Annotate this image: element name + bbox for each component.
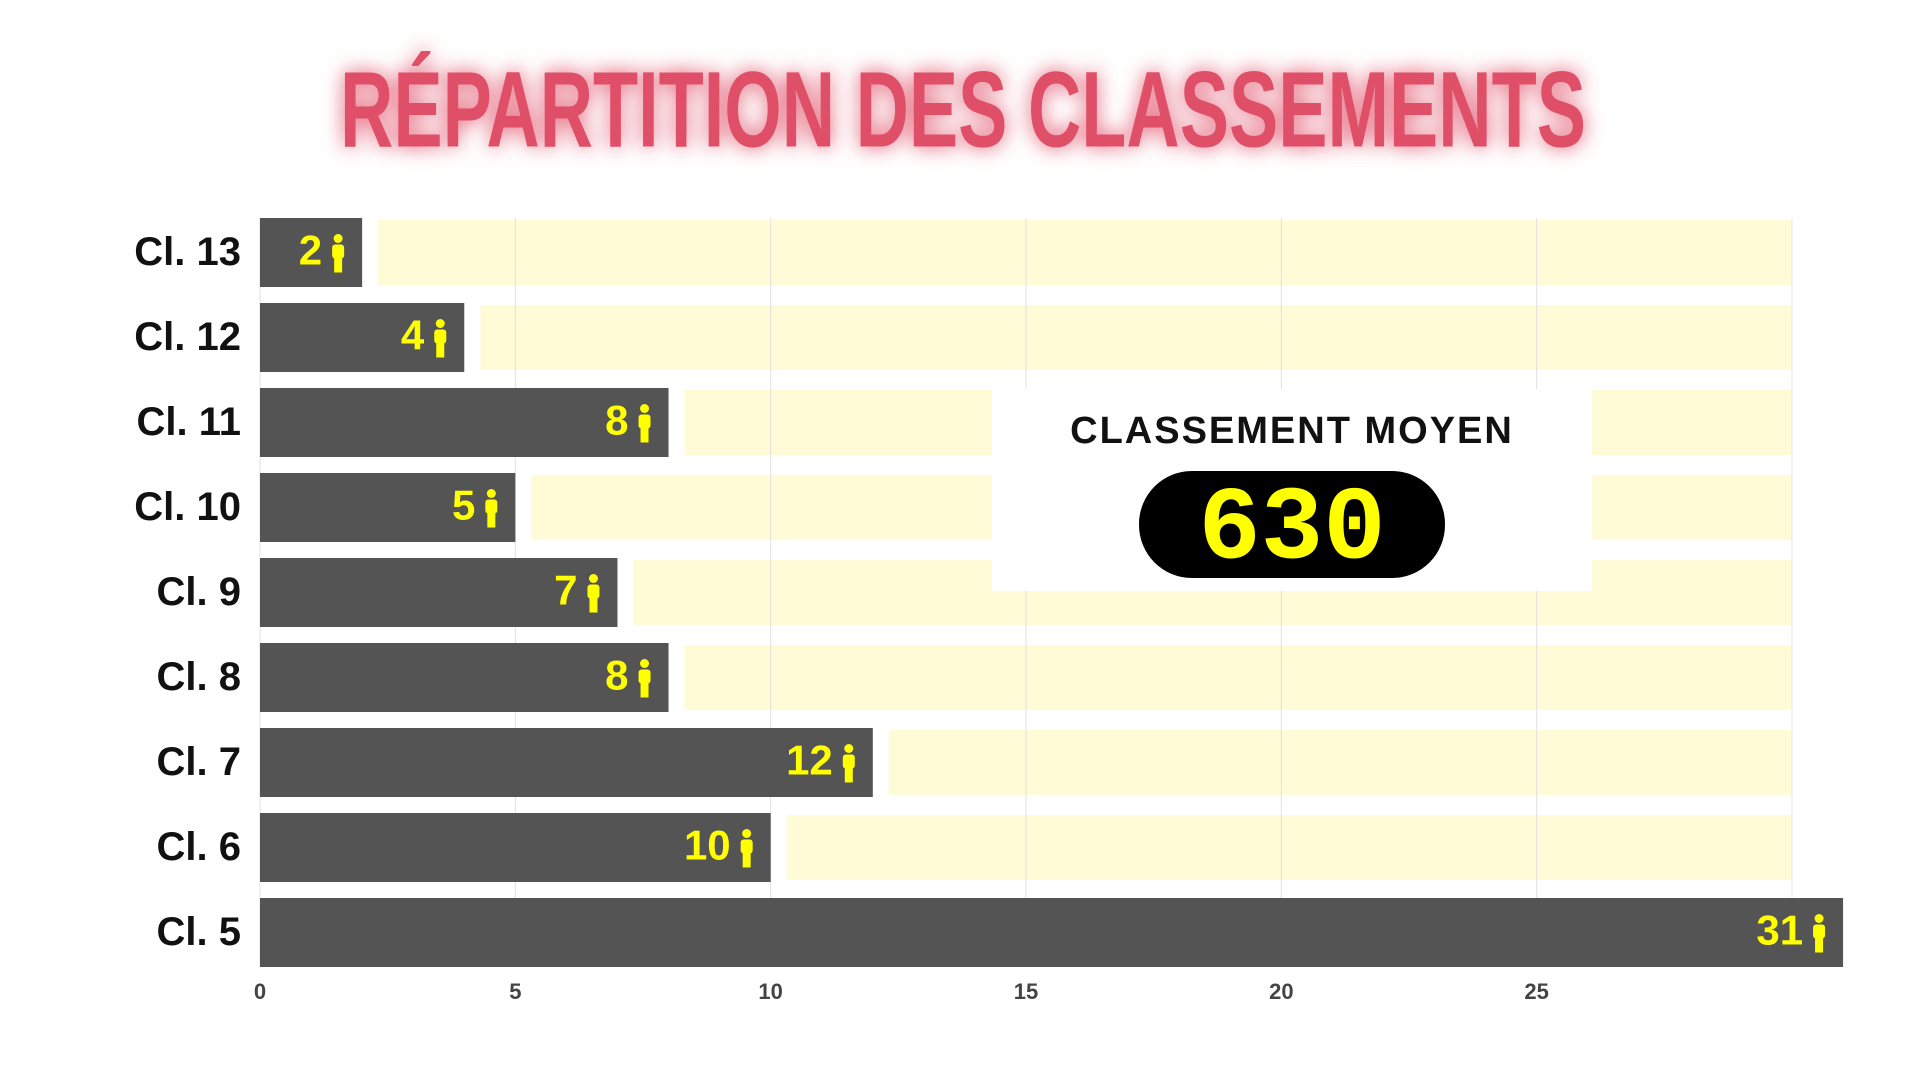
bar xyxy=(260,303,465,372)
person-body xyxy=(485,499,498,514)
person-icon xyxy=(638,659,651,698)
person-legs xyxy=(436,341,445,358)
x-tick-label: 15 xyxy=(1014,979,1038,1004)
person-body xyxy=(638,414,651,429)
person-icon xyxy=(1813,914,1826,953)
x-tick-label: 5 xyxy=(509,979,521,1004)
person-icon xyxy=(587,574,600,613)
card-title: CLASSEMENT MOYEN xyxy=(1070,410,1514,452)
category-label: Cl. 10 xyxy=(134,485,241,529)
bar xyxy=(260,388,669,457)
category-label: Cl. 12 xyxy=(134,315,241,359)
person-icon xyxy=(740,829,753,868)
person-legs xyxy=(844,766,853,783)
bar-track xyxy=(378,220,1793,285)
data-label: 5 xyxy=(452,482,475,529)
category-label: Cl. 6 xyxy=(157,825,241,869)
chart-title: RÉPARTITION DES CLASSEMENTS xyxy=(340,49,1586,170)
bar xyxy=(260,898,1844,967)
category-label: Cl. 13 xyxy=(134,230,241,274)
x-tick-label: 0 xyxy=(254,979,266,1004)
person-body xyxy=(332,244,345,259)
bar xyxy=(260,558,618,627)
person-legs xyxy=(640,426,649,443)
data-label: 12 xyxy=(786,737,833,784)
person-icon xyxy=(638,404,651,443)
person-body xyxy=(587,584,600,599)
summary-card: CLASSEMENT MOYEN 630 xyxy=(992,389,1592,591)
person-head xyxy=(640,404,650,413)
category-label: Cl. 9 xyxy=(157,570,241,614)
person-body xyxy=(638,669,651,684)
bar-track xyxy=(480,305,1793,370)
person-head xyxy=(742,829,752,838)
card-pill xyxy=(1139,471,1445,578)
person-legs xyxy=(1815,936,1824,953)
bar xyxy=(260,218,363,287)
data-label: 10 xyxy=(684,822,731,869)
person-body xyxy=(740,839,753,854)
category-label: Cl. 7 xyxy=(157,740,241,784)
card-value: 630 xyxy=(1198,471,1385,589)
data-label: 4 xyxy=(401,312,425,359)
data-label: 2 xyxy=(299,227,322,274)
person-icon xyxy=(485,489,498,528)
person-head xyxy=(486,489,496,498)
data-label: 8 xyxy=(605,652,628,699)
category-label: Cl. 11 xyxy=(136,400,241,444)
person-body xyxy=(434,329,447,344)
person-body xyxy=(1813,924,1826,939)
person-legs xyxy=(334,256,343,273)
person-head xyxy=(333,234,343,243)
bar xyxy=(260,473,516,542)
person-legs xyxy=(589,596,598,613)
person-body xyxy=(842,754,855,769)
bar-track xyxy=(786,815,1792,880)
bar xyxy=(260,728,873,797)
data-label: 8 xyxy=(605,397,628,444)
person-legs xyxy=(487,511,496,528)
person-icon xyxy=(434,319,447,358)
category-label: Cl. 5 xyxy=(157,910,241,954)
bar-track xyxy=(888,730,1792,795)
x-tick-label: 25 xyxy=(1524,979,1548,1004)
category-label: Cl. 8 xyxy=(157,655,241,699)
person-legs xyxy=(640,681,649,698)
bar xyxy=(260,643,669,712)
person-legs xyxy=(742,851,751,868)
person-head xyxy=(1814,914,1824,923)
data-label: 31 xyxy=(1756,907,1803,954)
person-icon xyxy=(332,234,345,273)
person-head xyxy=(588,574,598,583)
bar-track xyxy=(684,645,1792,710)
bar xyxy=(260,813,771,882)
plot: 0 5 10 15 20 25 Cl. 13 2 Cl. 12 4 Cl. 11 8 Cl. 10 5 Cl… xyxy=(134,218,1844,1004)
x-tick-label: 20 xyxy=(1269,979,1293,1004)
data-label: 7 xyxy=(554,567,577,614)
person-head xyxy=(844,744,854,753)
x-tick-label: 10 xyxy=(758,979,782,1004)
person-head xyxy=(640,659,650,668)
person-icon xyxy=(842,744,855,783)
person-head xyxy=(435,319,445,328)
